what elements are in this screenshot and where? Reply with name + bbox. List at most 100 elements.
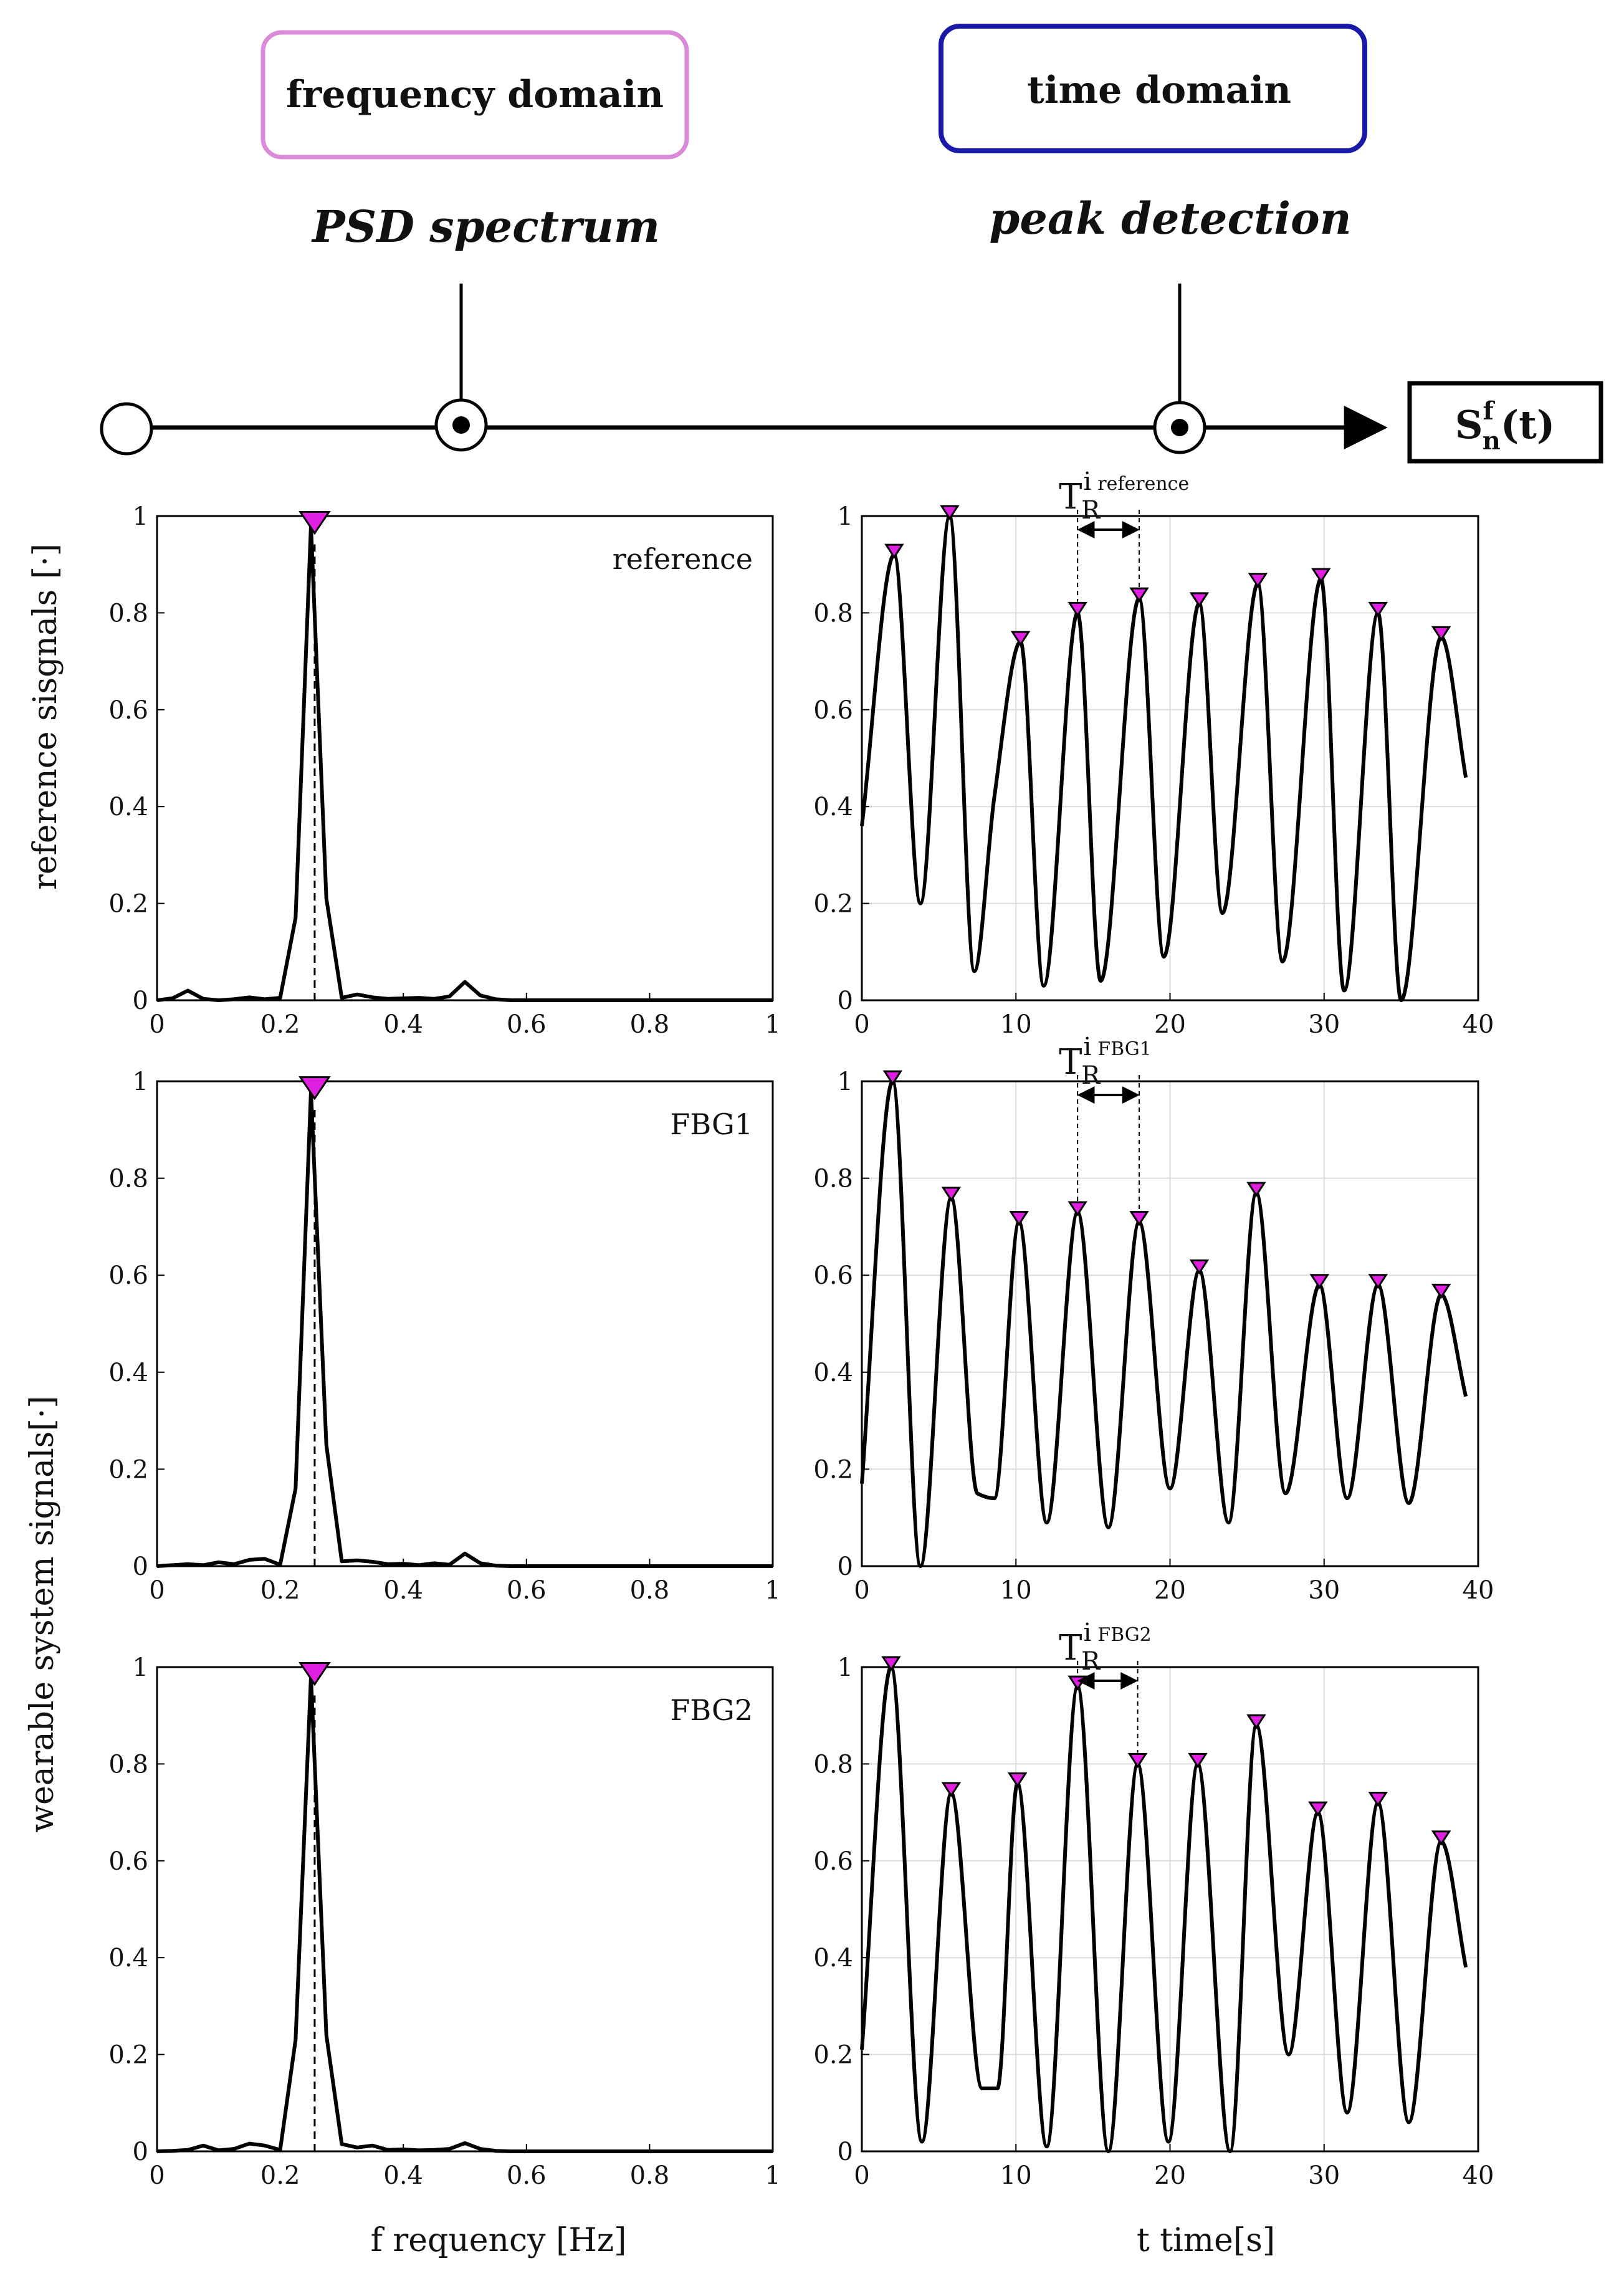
psd-fbg2-panel: 0 0.2 0.4 0.6 0.8 1 0 0.2 0.4 0.6 0.8 1 FBG2 bbox=[108, 1653, 780, 2190]
peak-marker bbox=[1248, 573, 1268, 588]
x-tick-label: 30 bbox=[1308, 1010, 1340, 1039]
time-fbg2-panel: 0 10 20 30 40 0 0.2 0.4 0.6 0.8 1 Ti FBG2 R bbox=[813, 1618, 1494, 2190]
y-tick-label: 0 bbox=[838, 987, 853, 1015]
psd-x-axis-title: f requency [Hz] bbox=[371, 2222, 627, 2259]
y-tick-label: 0.2 bbox=[813, 2041, 853, 2070]
x-tick-label: 0 bbox=[149, 1576, 165, 1605]
y-tick-label: 1 bbox=[838, 1653, 853, 1682]
x-tick-label: 30 bbox=[1308, 2161, 1340, 2190]
y-tick-label: 0.4 bbox=[108, 793, 148, 821]
peak-marker bbox=[1010, 631, 1031, 646]
y-tick-label: 0.8 bbox=[813, 1750, 853, 1779]
period-superscript: i bbox=[1084, 1033, 1092, 1061]
y-tick-label: 0 bbox=[838, 1552, 853, 1581]
panel-label: FBG1 bbox=[670, 1107, 753, 1141]
peak-marker bbox=[1311, 568, 1331, 583]
x-tick-label: 0.4 bbox=[383, 1010, 423, 1039]
plot-area bbox=[157, 1081, 773, 1566]
output-superscript: f bbox=[1483, 396, 1496, 426]
y-tick-label: 0.4 bbox=[108, 1944, 148, 1972]
x-tick-label: 1 bbox=[765, 1576, 780, 1605]
series-line bbox=[156, 524, 773, 1002]
y-tick-label: 0.2 bbox=[108, 2041, 148, 2070]
y-tick-label: 0.8 bbox=[108, 1165, 148, 1193]
x-tick-label: 20 bbox=[1154, 2161, 1186, 2190]
peak-marker bbox=[941, 1187, 962, 1202]
x-tick-label: 10 bbox=[1000, 2161, 1032, 2190]
period-symbol: T bbox=[1059, 1628, 1082, 1668]
y-tick-label: 0.4 bbox=[108, 1359, 148, 1387]
x-tick-label: 0.8 bbox=[630, 2161, 670, 2190]
peak-node-dot bbox=[1171, 419, 1188, 436]
x-tick-label: 0.6 bbox=[507, 1576, 547, 1605]
peak-marker bbox=[1068, 601, 1087, 618]
x-tick-label: 0.6 bbox=[507, 1010, 547, 1039]
time-fbg1-panel: 0 10 20 30 40 0 0.2 0.4 0.6 0.8 1 Ti FBG1 R bbox=[813, 1033, 1494, 1605]
psd-node-dot bbox=[452, 416, 470, 434]
peak-marker bbox=[1189, 592, 1210, 608]
y-tick-label: 0 bbox=[133, 2138, 148, 2166]
y-tick-label: 0.4 bbox=[813, 1359, 853, 1387]
peak-marker bbox=[1007, 1772, 1028, 1788]
period-symbol: T bbox=[1059, 477, 1082, 517]
y-tick-label: 1 bbox=[133, 1068, 148, 1096]
peak-marker bbox=[940, 505, 960, 520]
period-label: Ti reference R bbox=[1059, 467, 1189, 525]
x-tick-label: 1 bbox=[765, 1010, 780, 1039]
x-tick-label: 10 bbox=[1000, 1576, 1032, 1605]
peak-marker bbox=[1188, 1752, 1208, 1769]
x-tick-label: 0 bbox=[149, 2161, 165, 2190]
peak-marker bbox=[1368, 1792, 1388, 1807]
peak-marker bbox=[941, 1782, 962, 1797]
period-label: Ti FBG2 R bbox=[1059, 1618, 1152, 1676]
period-subscript: R bbox=[1081, 496, 1101, 525]
y-tick-label: 1 bbox=[838, 1068, 853, 1096]
x-tick-label: 0.4 bbox=[383, 1576, 423, 1605]
peak-marker bbox=[299, 511, 331, 535]
y-tick-label: 0.2 bbox=[813, 1455, 853, 1484]
peak-marker bbox=[1368, 601, 1388, 618]
y-tick-label: 0.6 bbox=[108, 1847, 148, 1876]
time-domain-box bbox=[939, 24, 1367, 153]
y-tick-label: 0.8 bbox=[813, 599, 853, 628]
peak-marker bbox=[1431, 626, 1451, 642]
series-line bbox=[860, 1665, 1468, 2153]
x-tick-label: 0 bbox=[854, 2161, 869, 2190]
plot-frame bbox=[156, 1666, 774, 2153]
peak-marker bbox=[1431, 1283, 1451, 1299]
y-tick-label: 0.6 bbox=[813, 1847, 853, 1876]
peak-marker bbox=[881, 1656, 901, 1671]
x-tick-label: 0.2 bbox=[260, 1576, 300, 1605]
peak-marker bbox=[884, 543, 904, 559]
x-tick-label: 0 bbox=[854, 1576, 869, 1605]
x-tick-label: 0 bbox=[854, 1010, 869, 1039]
plot-area bbox=[157, 516, 773, 1000]
x-tick-label: 30 bbox=[1308, 1576, 1340, 1605]
peak-marker bbox=[1308, 1801, 1328, 1817]
start-node bbox=[100, 402, 153, 456]
panel-label: reference bbox=[613, 542, 753, 576]
x-tick-label: 1 bbox=[765, 2161, 780, 2190]
x-tick-label: 40 bbox=[1463, 2161, 1494, 2190]
x-tick-label: 0 bbox=[149, 1010, 165, 1039]
psd-spectrum-label: PSD spectrum bbox=[311, 201, 660, 252]
period-tag: FBG1 bbox=[1097, 1038, 1151, 1060]
time-reference-panel: 0 10 20 30 40 0 0.2 0.4 0.6 0.8 1 Ti reference R bbox=[813, 467, 1494, 1039]
y-tick-label: 0.8 bbox=[813, 1165, 853, 1193]
y-tick-label: 0.4 bbox=[813, 793, 853, 821]
frequency-domain-box bbox=[260, 30, 689, 160]
x-tick-label: 20 bbox=[1154, 1576, 1186, 1605]
peak-detection-label: peak detection bbox=[989, 193, 1351, 244]
x-tick-label: 0.8 bbox=[630, 1010, 670, 1039]
y-tick-label: 0.6 bbox=[108, 696, 148, 725]
psd-fbg1-panel: 0 0.2 0.4 0.6 0.8 1 0 0.2 0.4 0.6 0.8 1 FBG1 bbox=[108, 1068, 780, 1605]
peak-marker bbox=[1009, 1211, 1029, 1226]
period-superscript: i bbox=[1084, 1618, 1092, 1647]
period-superscript: i bbox=[1084, 467, 1092, 496]
peak-marker bbox=[1129, 1211, 1149, 1226]
peak-marker bbox=[1246, 1714, 1266, 1729]
output-box bbox=[1407, 381, 1603, 464]
x-tick-label: 0.6 bbox=[507, 2161, 547, 2190]
pipeline-header: frequency domain time domain PSD spectru… bbox=[100, 24, 1603, 464]
